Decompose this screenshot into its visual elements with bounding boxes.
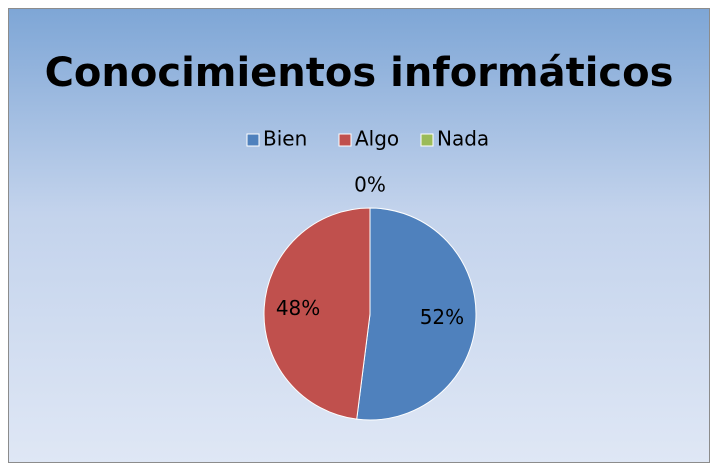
pie-slice bbox=[356, 207, 477, 421]
legend-label: Algo bbox=[355, 127, 399, 151]
legend-swatch bbox=[338, 133, 352, 147]
legend-swatch bbox=[246, 133, 260, 147]
data-label: 52% bbox=[420, 305, 464, 329]
chart-title: Conocimientos informáticos bbox=[45, 50, 674, 96]
data-label: 48% bbox=[276, 296, 320, 320]
legend-label: Bien bbox=[263, 127, 307, 151]
legend-swatch bbox=[420, 133, 434, 147]
data-label: 0% bbox=[354, 173, 386, 197]
legend-label: Nada bbox=[437, 127, 489, 151]
pie-slice bbox=[263, 207, 371, 420]
